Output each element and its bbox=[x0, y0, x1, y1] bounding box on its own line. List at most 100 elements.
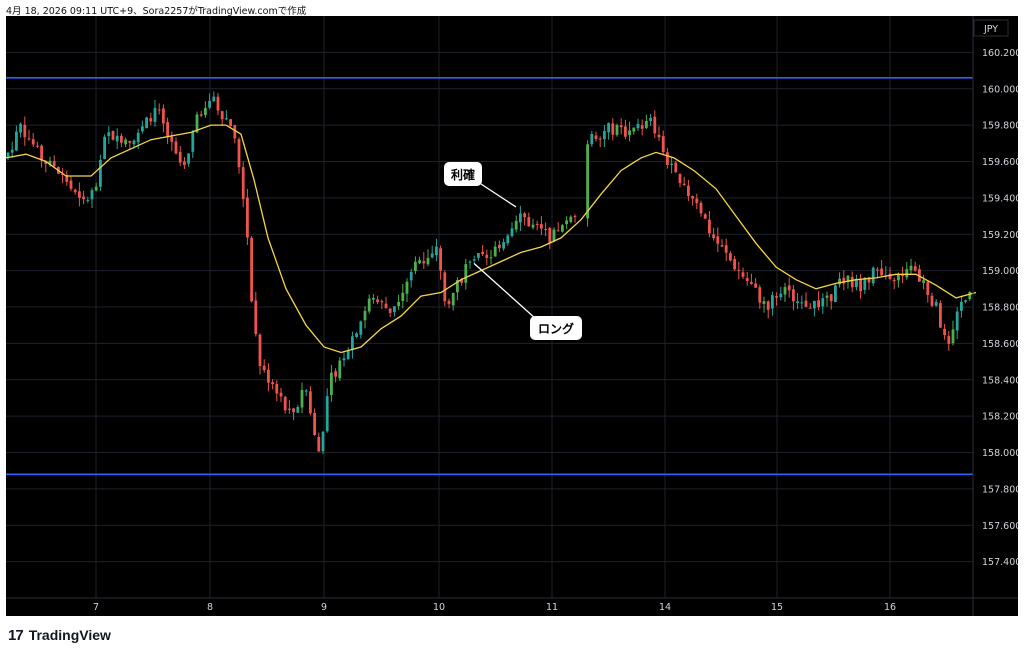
price-chart[interactable]: 利確 ロング 160.200 160.000 159.800 159.600 159.40… bbox=[5, 16, 1021, 616]
time-tick-label: 8 bbox=[207, 602, 213, 613]
tradingview-logo-icon: 17 bbox=[8, 626, 24, 644]
price-tick-label: 157.600 bbox=[982, 521, 1018, 532]
candle-body bbox=[309, 391, 312, 414]
candle-body bbox=[384, 303, 388, 309]
candle-body bbox=[951, 329, 955, 344]
time-tick-label: 7 bbox=[93, 602, 99, 613]
candle-body bbox=[943, 328, 946, 336]
candle-body bbox=[31, 139, 35, 145]
candle-body bbox=[640, 125, 644, 129]
candle-body bbox=[388, 308, 392, 313]
candle-body bbox=[183, 161, 186, 165]
candle-body bbox=[880, 268, 883, 276]
candle-body bbox=[48, 160, 52, 165]
candle-body bbox=[426, 257, 430, 265]
candle-body bbox=[233, 125, 237, 139]
candle-body bbox=[695, 198, 699, 204]
candle-body bbox=[44, 161, 48, 164]
candle-body bbox=[712, 234, 715, 239]
candle-body bbox=[825, 295, 829, 298]
candle-body bbox=[934, 301, 938, 306]
candle-body bbox=[132, 140, 136, 145]
candle-body bbox=[52, 161, 56, 167]
candle-body bbox=[888, 273, 892, 279]
annotation-arrow-long bbox=[473, 262, 537, 320]
candle-body bbox=[472, 259, 476, 261]
candle-body bbox=[922, 280, 925, 283]
candle-body bbox=[300, 390, 304, 408]
currency-label[interactable]: JPY bbox=[973, 19, 1009, 37]
candle-body bbox=[204, 108, 207, 116]
tradingview-logo-text: TradingView bbox=[28, 627, 111, 643]
candle-body bbox=[288, 408, 291, 410]
candle-body bbox=[955, 311, 959, 331]
candle-body bbox=[145, 117, 148, 128]
candle-body bbox=[569, 216, 573, 222]
candle-body bbox=[275, 383, 279, 394]
candle-body bbox=[107, 132, 111, 137]
candle-body bbox=[376, 299, 379, 303]
candle-body bbox=[372, 297, 375, 300]
currency-label-box bbox=[973, 19, 1009, 37]
candle-body bbox=[279, 392, 283, 397]
annotation-box-take-profit[interactable] bbox=[444, 162, 482, 186]
candle-body bbox=[241, 167, 245, 200]
horizontal-levels bbox=[6, 77, 973, 476]
candle-body bbox=[195, 114, 199, 133]
candle-body bbox=[166, 122, 169, 138]
candle-body bbox=[414, 261, 417, 271]
candle-body bbox=[649, 117, 652, 121]
candle-body bbox=[103, 136, 106, 159]
candle-body bbox=[867, 277, 871, 283]
time-tick-label: 9 bbox=[321, 602, 327, 613]
candle-body bbox=[99, 160, 102, 187]
candle-body bbox=[317, 436, 321, 452]
candle-body bbox=[111, 131, 115, 140]
candle-body bbox=[397, 301, 400, 307]
candle-body bbox=[670, 163, 673, 166]
candle-body bbox=[229, 119, 232, 126]
time-axis[interactable]: 7 8 9 10 11 14 15 16 bbox=[93, 602, 896, 613]
candle-body bbox=[804, 300, 808, 307]
candle-body bbox=[178, 151, 182, 163]
candle-body bbox=[393, 306, 396, 313]
price-tick-label: 160.000 bbox=[982, 84, 1018, 95]
candle-body bbox=[502, 241, 505, 249]
candle-body bbox=[556, 230, 560, 232]
candle-body bbox=[212, 96, 216, 102]
candle-body bbox=[775, 296, 778, 298]
candle-body bbox=[124, 139, 127, 145]
candle-body bbox=[65, 175, 69, 182]
price-tick-label: 159.000 bbox=[982, 266, 1018, 277]
candle-body bbox=[615, 125, 619, 135]
candle-body bbox=[120, 135, 123, 143]
candle-body bbox=[115, 135, 119, 142]
candle-body bbox=[674, 162, 678, 173]
candle-body bbox=[708, 219, 711, 234]
candle-body bbox=[451, 292, 455, 306]
candle-body bbox=[338, 360, 342, 379]
candle-body bbox=[573, 216, 577, 218]
price-axis[interactable]: 160.200 160.000 159.800 159.600 159.400 159.2… bbox=[982, 48, 1021, 568]
candle-body bbox=[304, 390, 308, 392]
candle-body bbox=[724, 245, 728, 253]
candle-body bbox=[590, 134, 594, 145]
candle-body bbox=[435, 246, 438, 256]
candle-body bbox=[141, 126, 144, 132]
candle-body bbox=[653, 116, 657, 134]
candle-body bbox=[69, 180, 73, 189]
candle-body bbox=[691, 195, 694, 199]
candle-body bbox=[859, 279, 862, 292]
tradingview-logo[interactable]: 17 TradingView bbox=[8, 624, 111, 646]
annotation-box-long[interactable] bbox=[530, 316, 582, 340]
candle-body bbox=[586, 144, 589, 219]
candle-body bbox=[153, 108, 157, 122]
price-tick-label: 158.400 bbox=[982, 375, 1018, 386]
candle-body bbox=[930, 295, 934, 306]
candle-body bbox=[73, 189, 77, 193]
candle-body bbox=[783, 287, 787, 295]
moving-average bbox=[5, 124, 977, 354]
candle-body bbox=[456, 280, 459, 293]
